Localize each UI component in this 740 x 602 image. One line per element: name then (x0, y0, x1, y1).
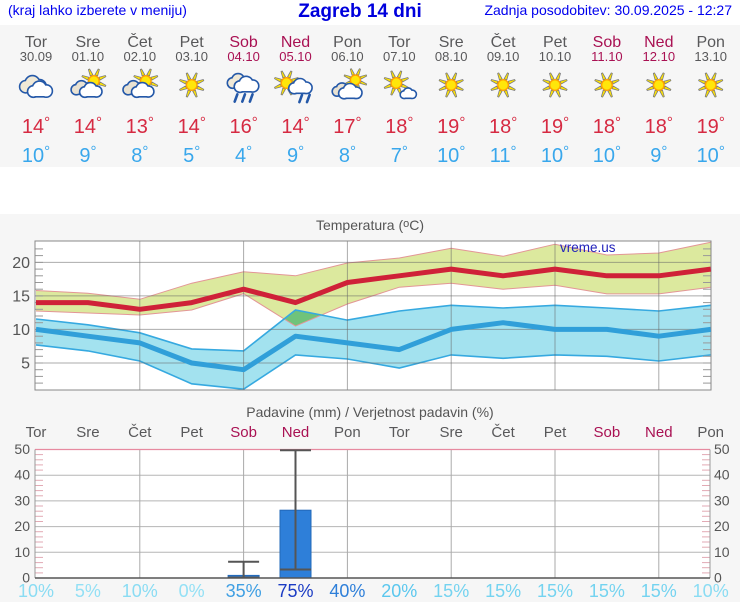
svg-text:vreme.us: vreme.us (560, 240, 616, 255)
svg-text:5: 5 (21, 356, 30, 373)
svg-text:15: 15 (12, 288, 30, 305)
svg-text:0: 0 (22, 570, 30, 586)
svg-text:20: 20 (714, 518, 730, 534)
svg-text:40: 40 (714, 467, 730, 483)
svg-text:50: 50 (14, 441, 30, 457)
svg-text:30: 30 (14, 492, 30, 508)
svg-text:10: 10 (12, 322, 30, 339)
svg-text:0: 0 (714, 570, 722, 586)
svg-text:20: 20 (12, 255, 30, 272)
svg-text:10: 10 (714, 544, 730, 560)
svg-text:50: 50 (714, 441, 730, 457)
svg-text:40: 40 (14, 467, 30, 483)
svg-text:10: 10 (14, 544, 30, 560)
svg-text:20: 20 (14, 518, 30, 534)
svg-text:30: 30 (714, 492, 730, 508)
